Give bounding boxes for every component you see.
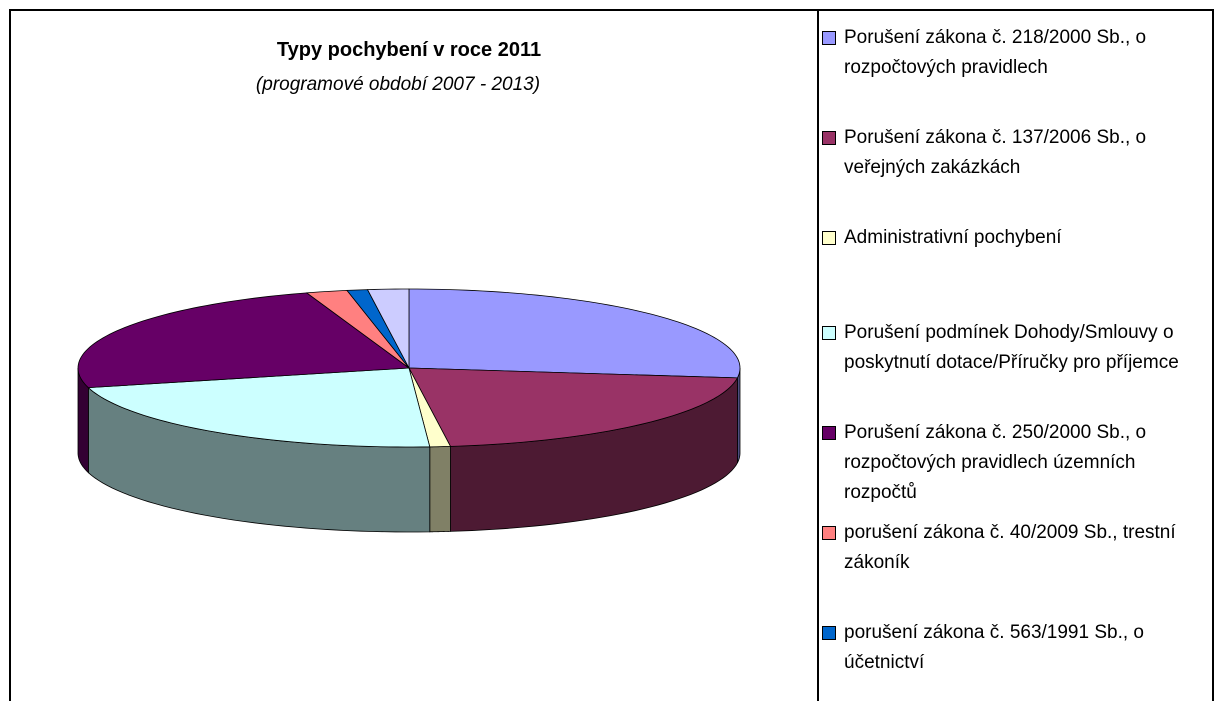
legend-swatch xyxy=(822,231,836,245)
legend-label: Porušení zákona č. 250/2000 Sb., o rozpo… xyxy=(844,422,1147,503)
slice xyxy=(77,292,411,389)
chart-subtitle: (programové období 2007 - 2013) xyxy=(256,74,540,95)
legend-item: Porušení zákona č. 250/2000 Sb., o rozpo… xyxy=(822,418,1200,508)
legend-item: Porušení zákona č. 137/2006 Sb., o veřej… xyxy=(822,123,1200,183)
legend-label: porušení zákona č. 563/1991 Sb., o účetn… xyxy=(844,622,1144,673)
legend-swatch xyxy=(822,31,836,45)
legend-item: Administrativní pochybení xyxy=(822,223,1200,253)
legend-swatch xyxy=(822,131,836,145)
slice-side xyxy=(429,445,451,533)
legend-label: Administrativní pochybení xyxy=(844,227,1062,248)
legend-item: porušení zákona č. 40/2009 Sb., trestní … xyxy=(822,518,1200,578)
legend-label: porušení zákona č. 40/2009 Sb., trestní … xyxy=(844,522,1176,573)
slice xyxy=(366,288,410,369)
slice xyxy=(408,288,741,379)
slice xyxy=(305,289,410,369)
legend-swatch xyxy=(822,426,836,440)
legend-label: Porušení podmínek Dohody/Smlouvy o posky… xyxy=(844,322,1179,373)
legend-item: Porušení podmínek Dohody/Smlouvy o posky… xyxy=(822,318,1200,378)
slice xyxy=(87,367,431,448)
legend-swatch xyxy=(822,626,836,640)
legend-item: porušení zákona č. 563/1991 Sb., o účetn… xyxy=(822,618,1200,678)
legend-label: Porušení zákona č. 218/2000 Sb., o rozpo… xyxy=(844,27,1147,78)
slice xyxy=(408,367,739,447)
legend-item: Porušení zákona č. 218/2000 Sb., o rozpo… xyxy=(822,23,1200,83)
pie xyxy=(77,288,741,533)
chart-title: Typy pochybení v roce 2011 xyxy=(277,39,541,61)
legend-swatch xyxy=(822,526,836,540)
legend-label: Porušení zákona č. 137/2006 Sb., o veřej… xyxy=(844,127,1147,178)
legend-swatch xyxy=(822,326,836,340)
chart-border xyxy=(9,9,1214,701)
